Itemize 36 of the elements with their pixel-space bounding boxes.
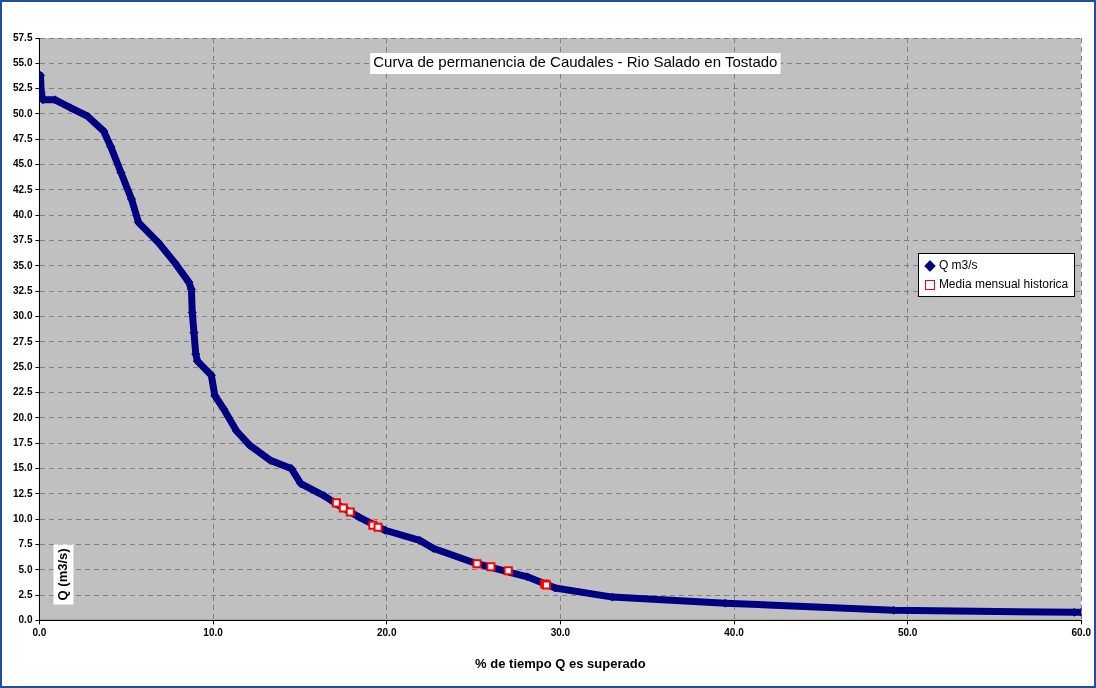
y-tick-label: 40.0: [12, 209, 33, 220]
y-tick-label: 2.5: [18, 588, 33, 600]
x-tick-label: 0.0: [32, 627, 47, 639]
text: Curva de permanencia de Caudales - Rio Salado en Tostado: [373, 53, 778, 71]
y-tick-label: 37.5: [12, 234, 33, 246]
legend-label: Q m3/s: [938, 257, 978, 274]
legend-label: Media mensual historica: [938, 276, 1069, 293]
x-tick-label: 20.0: [377, 627, 397, 639]
y-tick-label: 15.0: [12, 462, 33, 474]
x-tick-label: 50.0: [897, 627, 918, 639]
y-tick-label: 30.0: [12, 310, 33, 322]
y-axis-title: Q (m3/s): [55, 548, 71, 601]
x-tick-label: 10.0: [203, 627, 224, 639]
y-tick-label: 17.5: [12, 436, 33, 448]
x-axis-title: % de tiempo Q es superado: [475, 655, 646, 671]
y-tick-label: 10.0: [12, 512, 33, 524]
y-tick-label: 20.0: [12, 411, 33, 423]
y-tick-label: 0.0: [18, 614, 33, 626]
y-tick-label: 52.5: [12, 82, 33, 94]
y-tick-label: 50.0: [12, 107, 33, 119]
y-tick-label: 55.0: [12, 57, 33, 69]
y-tick-label: 35.0: [12, 259, 33, 271]
y-tick-label: 22.5: [12, 386, 33, 398]
y-tick-label: 57.5: [12, 31, 33, 43]
y-tick-label: 47.5: [12, 133, 33, 145]
y-tick-label: 12.5: [12, 487, 33, 499]
y-tick-label: 7.5: [18, 538, 33, 550]
y-tick-label: 25.0: [12, 360, 33, 372]
x-tick-label: 30.0: [550, 627, 571, 639]
x-tick-label: 60.0: [1071, 627, 1092, 639]
y-tick-label: 27.5: [12, 335, 33, 347]
y-tick-label: 5.0: [18, 563, 33, 575]
y-tick-label: 32.5: [12, 284, 33, 296]
y-tick-label: 42.5: [12, 183, 33, 195]
x-tick-label: 40.0: [724, 627, 745, 639]
y-tick-label: 45.0: [12, 158, 33, 170]
